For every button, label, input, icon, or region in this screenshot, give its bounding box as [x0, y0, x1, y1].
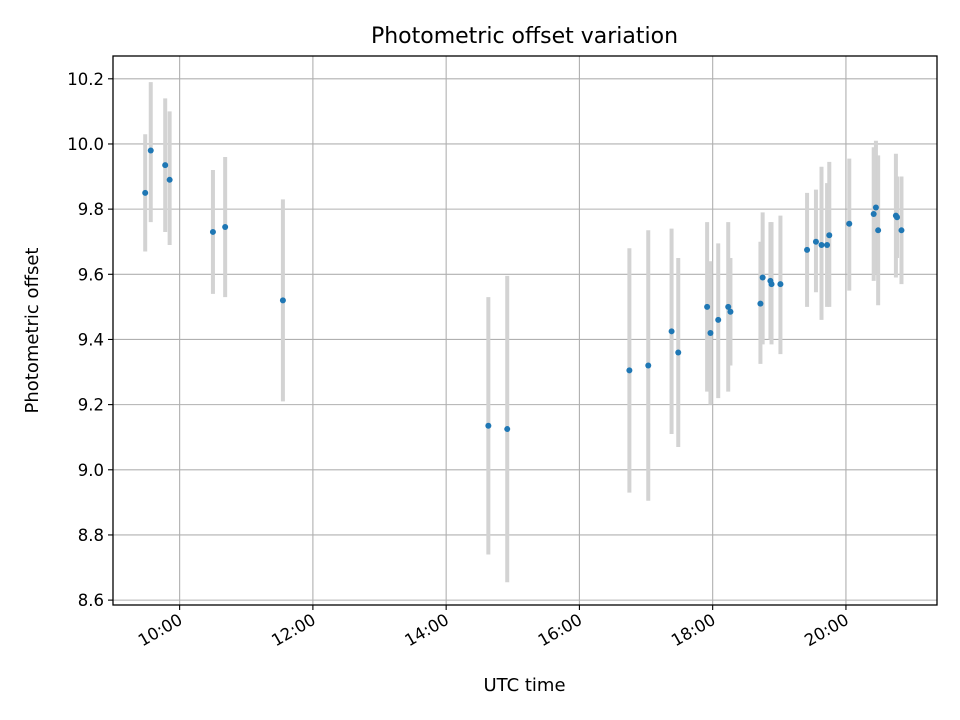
data-points — [142, 147, 905, 433]
data-point — [875, 227, 882, 234]
y-axis-ticks: 8.6 8.8 9.0 9.2 9.4 9.6 9.8 10.0 10.2 — [67, 70, 113, 610]
x-tick-label: 20:00 — [801, 610, 852, 650]
x-tick-label: 18:00 — [668, 610, 719, 650]
data-point — [485, 422, 492, 429]
data-point — [870, 211, 877, 218]
y-tick-label: 8.6 — [78, 591, 104, 610]
data-point — [898, 227, 905, 234]
grid — [113, 56, 937, 605]
error-bars — [143, 82, 904, 583]
y-tick-label: 10.2 — [67, 70, 104, 89]
y-tick-label: 9.0 — [78, 461, 104, 480]
data-point — [757, 300, 764, 307]
data-point — [759, 274, 766, 281]
x-tick-label: 12:00 — [268, 610, 319, 650]
y-tick-label: 8.8 — [78, 526, 104, 545]
data-point — [279, 297, 286, 304]
y-tick-label: 9.8 — [78, 200, 104, 219]
data-point — [626, 367, 633, 374]
data-point — [707, 329, 714, 336]
y-axis-label: Photometric offset — [22, 248, 43, 414]
data-point — [645, 362, 652, 369]
data-point — [846, 220, 853, 227]
data-point — [147, 147, 154, 154]
data-point — [768, 281, 775, 288]
data-point — [675, 349, 682, 356]
data-point — [727, 308, 734, 315]
data-point — [209, 228, 216, 235]
data-point — [222, 224, 229, 231]
data-point — [872, 204, 879, 211]
data-point — [715, 316, 722, 323]
y-tick-label: 9.4 — [78, 330, 104, 349]
chart-title: Photometric offset variation — [371, 24, 678, 49]
data-point — [777, 281, 784, 288]
data-point — [826, 232, 833, 239]
data-point — [812, 238, 819, 245]
x-tick-label: 14:00 — [401, 610, 452, 650]
x-axis-ticks: 10:00 12:00 14:00 16:00 18:00 20:00 — [135, 605, 852, 650]
data-point — [166, 176, 173, 183]
y-tick-label: 9.6 — [78, 265, 104, 284]
x-tick-label: 16:00 — [535, 610, 586, 650]
plot-frame — [112, 55, 938, 606]
data-point — [725, 303, 732, 310]
data-point — [818, 241, 825, 248]
y-tick-label: 10.0 — [67, 135, 104, 154]
x-axis-label: UTC time — [483, 675, 565, 696]
x-tick-label: 10:00 — [135, 610, 186, 650]
data-point — [668, 328, 675, 335]
data-point — [824, 241, 831, 248]
y-tick-label: 9.2 — [78, 396, 104, 415]
data-point — [894, 214, 901, 221]
data-point — [504, 426, 511, 433]
data-point — [142, 189, 149, 196]
data-point — [804, 246, 811, 253]
data-point — [162, 162, 169, 169]
data-point — [704, 303, 711, 310]
